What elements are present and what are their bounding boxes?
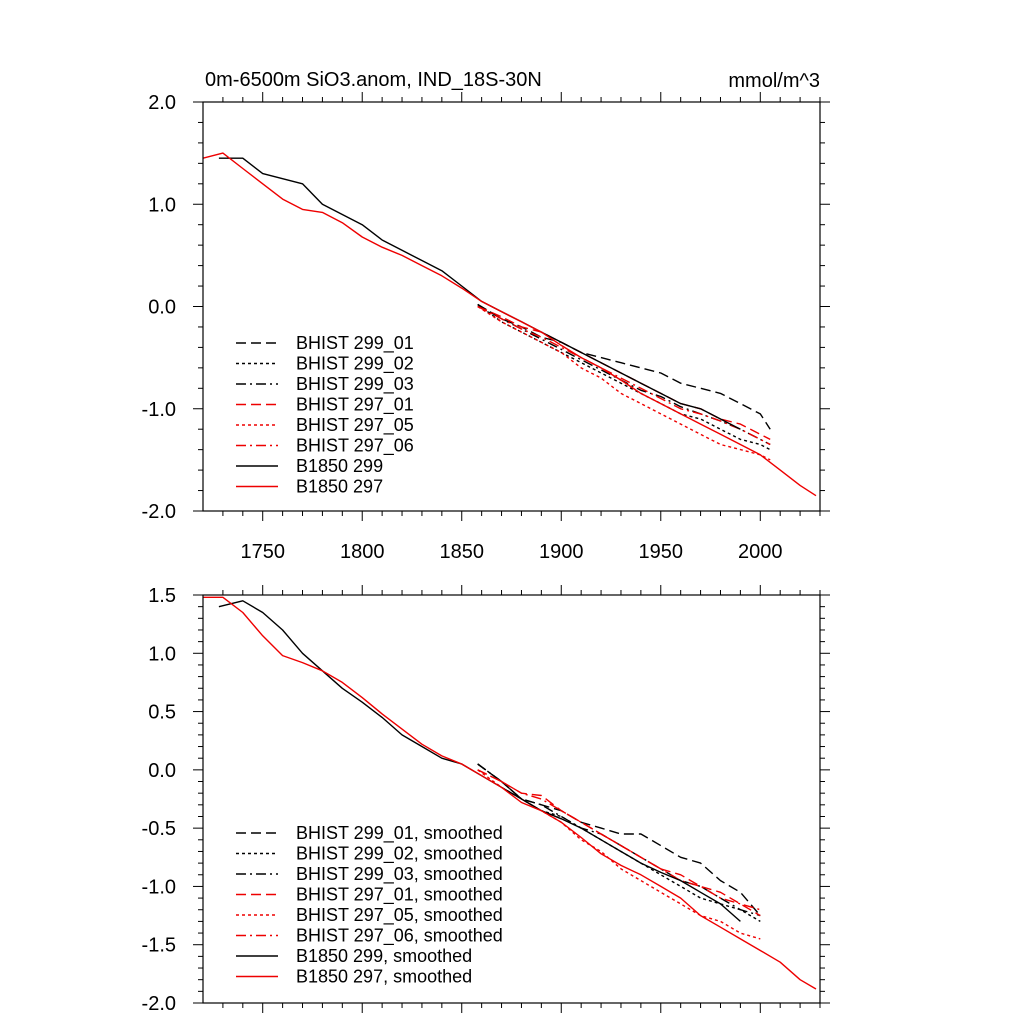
series-line xyxy=(477,305,771,461)
y-tick-label: -1.0 xyxy=(142,399,176,421)
chart-units: mmol/m^3 xyxy=(728,70,820,92)
y-tick-label: -2.0 xyxy=(142,993,176,1015)
bottom-series-lines xyxy=(203,596,817,990)
x-tick-label: 1950 xyxy=(639,541,684,563)
bottom-panel: -2.0 -1.5 -1.0 -0.5 0.0 0.5 1.0 1.5 BHIST 299_0… xyxy=(142,585,830,1015)
legend-label: BHIST 299_02 xyxy=(296,354,414,375)
x-tick-label: 2000 xyxy=(738,541,783,563)
legend-label: BHIST 297_06, smoothed xyxy=(296,926,503,947)
y-tick-label: -1.5 xyxy=(142,935,176,957)
top-series-lines xyxy=(202,152,817,497)
legend-label: BHIST 299_02, smoothed xyxy=(296,844,503,865)
chart-title: 0m-6500m SiO3.anom, IND_18S-30N xyxy=(205,69,542,91)
legend-label: BHIST 299_01 xyxy=(296,333,414,354)
y-tick-label: 0.5 xyxy=(148,702,176,724)
legend-label: BHIST 299_03, smoothed xyxy=(296,864,503,885)
y-tick-label: -0.5 xyxy=(142,818,176,840)
y-tick-label: 1.5 xyxy=(148,585,176,607)
y-tick-label: -2.0 xyxy=(142,501,176,523)
series-line xyxy=(477,303,771,430)
y-tick-label: 0.0 xyxy=(148,760,176,782)
legend-label: B1850 297 xyxy=(296,477,383,497)
bottom-ticks: -2.0 -1.5 -1.0 -0.5 0.0 0.5 1.0 1.5 xyxy=(142,585,830,1015)
series-line xyxy=(202,152,817,497)
y-tick-label: 1.0 xyxy=(148,194,176,216)
legend-label: BHIST 297_01 xyxy=(296,395,414,416)
legend-label: BHIST 297_05 xyxy=(296,415,414,436)
y-tick-label: 1.0 xyxy=(148,643,176,665)
y-tick-label: 2.0 xyxy=(148,92,176,114)
legend-label: BHIST 297_01, smoothed xyxy=(296,885,503,906)
series-line xyxy=(477,303,771,451)
legend-label: B1850 297, smoothed xyxy=(296,967,472,987)
bottom-plot-frame xyxy=(202,594,821,1004)
y-tick-label: -1.0 xyxy=(142,876,176,898)
top-ticks: 1750 1800 1850 1900 1950 2000 -2.0 -1.0 0.0 1.0 2.… xyxy=(142,92,830,563)
series-line xyxy=(477,769,761,940)
top-panel: 0m-6500m SiO3.anom, IND_18S-30N mmol/m^3… xyxy=(142,69,830,563)
x-tick-label: 1900 xyxy=(539,541,584,563)
legend-label: BHIST 297_05, smoothed xyxy=(296,905,503,926)
series-line xyxy=(477,763,761,917)
legend-label: B1850 299, smoothed xyxy=(296,946,472,966)
series-line xyxy=(477,305,771,441)
series-line xyxy=(477,763,761,917)
x-tick-label: 1800 xyxy=(340,541,385,563)
series-line xyxy=(203,596,817,990)
top-plot-frame xyxy=(202,101,821,512)
x-tick-label: 1850 xyxy=(439,541,484,563)
legend-label: BHIST 299_03 xyxy=(296,374,414,395)
series-line xyxy=(477,305,771,446)
series-line xyxy=(477,303,771,446)
y-tick-label: 0.0 xyxy=(148,297,176,319)
legend-label: BHIST 297_06 xyxy=(296,436,414,457)
series-line xyxy=(477,769,761,911)
legend-label: B1850 299 xyxy=(296,456,383,476)
series-line xyxy=(477,763,761,923)
legend-label: BHIST 299_01, smoothed xyxy=(296,823,503,844)
x-tick-label: 1750 xyxy=(240,541,285,563)
